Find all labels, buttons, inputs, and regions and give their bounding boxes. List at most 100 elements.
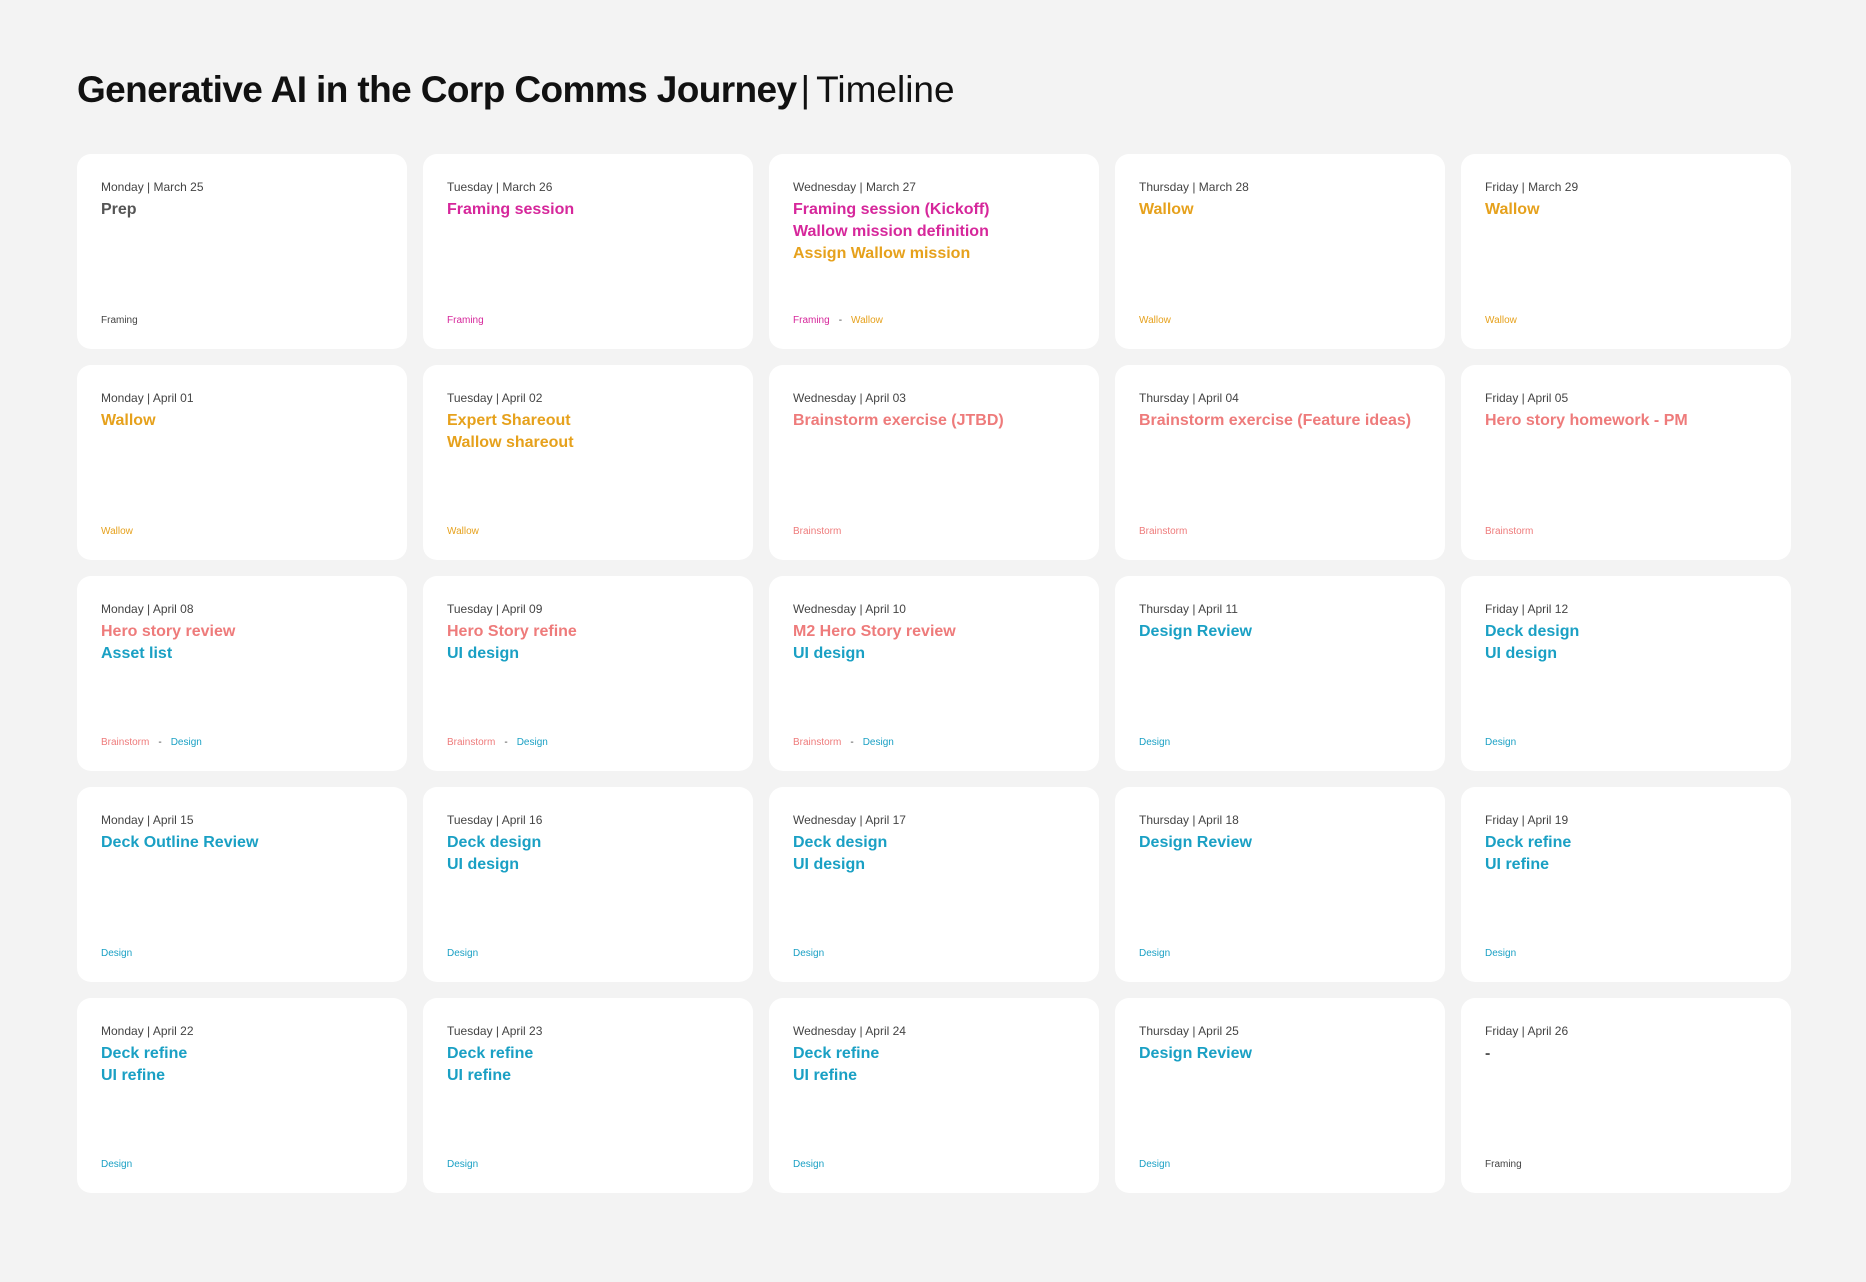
day-card-events: Deck refine UI refine: [447, 1043, 729, 1087]
day-card-date: Tuesday | April 23: [447, 1024, 543, 1038]
day-card[interactable]: Friday | April 05 Hero story homework - P…: [1461, 365, 1791, 560]
day-card[interactable]: Thursday | April 18 Design Review Design: [1115, 787, 1445, 982]
day-card-event: Brainstorm exercise (Feature ideas): [1139, 412, 1412, 429]
day-card-events: Hero Story refine UI design: [447, 621, 729, 665]
category-tag: Design: [1485, 737, 1517, 748]
day-card-events: Deck refine UI refine: [101, 1043, 383, 1087]
day-card-tags: Wallow: [447, 526, 479, 538]
category-tag: Brainstorm: [447, 737, 496, 748]
day-card-date: Wednesday | April 03: [793, 391, 906, 405]
day-card-date: Friday | March 29: [1485, 180, 1579, 194]
day-card-tags: Framing: [1485, 1159, 1522, 1171]
day-card-event: Wallow mission definition: [793, 223, 989, 240]
day-card[interactable]: Monday | April 08 Hero story review Asset …: [77, 576, 407, 771]
category-tag: Brainstorm: [101, 737, 150, 748]
day-card-event: UI refine: [1485, 856, 1550, 873]
day-card-event: Hero story homework - PM: [1485, 412, 1688, 429]
day-card-date: Wednesday | April 24: [793, 1024, 906, 1038]
day-card[interactable]: Wednesday | April 10 M2 Hero Story review…: [769, 576, 1099, 771]
day-card[interactable]: Tuesday | April 09 Hero Story refine UI de…: [423, 576, 753, 771]
category-tag: Design: [862, 737, 894, 748]
day-card-events: Hero story homework - PM: [1485, 410, 1767, 432]
day-card-tags: Brainstorm - Design: [447, 737, 548, 749]
day-card[interactable]: Thursday | April 25 Design Review Design: [1115, 998, 1445, 1193]
category-tag: Design: [1485, 948, 1517, 959]
timeline-grid: Monday | March 25 Prep Framing Tuesday | Ma…: [77, 154, 1791, 1193]
day-card[interactable]: Wednesday | March 27 Framing session (Kic…: [769, 154, 1099, 349]
day-card-event: Deck refine: [447, 1045, 534, 1062]
day-card-event: M2 Hero Story review: [793, 623, 956, 640]
category-tag: Brainstorm: [1139, 526, 1188, 537]
day-card-event: Wallow shareout: [447, 434, 574, 451]
day-card-event: UI refine: [101, 1067, 166, 1084]
day-card[interactable]: Friday | April 12 Deck design UI design Des…: [1461, 576, 1791, 771]
day-card-date: Thursday | April 25: [1139, 1024, 1239, 1038]
day-card-events: Deck refine UI refine: [1485, 832, 1767, 876]
day-card-tags: Design: [793, 948, 824, 960]
day-card-event: Design Review: [1139, 623, 1252, 640]
day-card[interactable]: Monday | April 22 Deck refine UI refine Des…: [77, 998, 407, 1193]
day-card[interactable]: Tuesday | March 26 Framing session Framing: [423, 154, 753, 349]
category-tag: Brainstorm: [793, 526, 842, 537]
day-card[interactable]: Monday | April 01 Wallow Wallow: [77, 365, 407, 560]
page-title: Generative AI in the Corp Comms Journey |…: [77, 66, 955, 114]
day-card-events: Framing session: [447, 199, 729, 221]
day-card-event: Assign Wallow mission: [793, 245, 971, 262]
page-title-separator: |: [800, 69, 811, 110]
day-card-date: Thursday | April 04: [1139, 391, 1239, 405]
day-card-tags: Design: [1485, 948, 1516, 960]
day-card-date: Thursday | March 28: [1139, 180, 1249, 194]
day-card-event: Hero Story refine: [447, 623, 577, 640]
day-card[interactable]: Thursday | March 28 Wallow Wallow: [1115, 154, 1445, 349]
day-card-event: UI refine: [793, 1067, 858, 1084]
category-tag: Design: [1139, 737, 1171, 748]
day-card-date: Monday | April 22: [101, 1024, 194, 1038]
day-card-events: Design Review: [1139, 621, 1421, 643]
day-card-event: Deck design: [793, 834, 888, 851]
day-card[interactable]: Tuesday | April 16 Deck design UI design De…: [423, 787, 753, 982]
day-card[interactable]: Tuesday | April 02 Expert Shareout Wallow …: [423, 365, 753, 560]
day-card[interactable]: Tuesday | April 23 Deck refine UI refine De…: [423, 998, 753, 1193]
day-card-tags: Framing - Wallow: [793, 315, 883, 327]
day-card[interactable]: Monday | April 15 Deck Outline Review Desi…: [77, 787, 407, 982]
day-card[interactable]: Monday | March 25 Prep Framing: [77, 154, 407, 349]
day-card-tags: Brainstorm - Design: [101, 737, 202, 749]
day-card-events: Expert Shareout Wallow shareout: [447, 410, 729, 454]
day-card-events: Deck Outline Review: [101, 832, 383, 854]
day-card-date: Monday | April 08: [101, 602, 194, 616]
day-card-event: Framing session: [447, 201, 575, 218]
category-tag: Design: [793, 1159, 825, 1170]
day-card-event: Wallow: [101, 412, 156, 429]
day-card[interactable]: Friday | April 26 - Framing: [1461, 998, 1791, 1193]
day-card-date: Monday | March 25: [101, 180, 204, 194]
category-tag: Design: [1139, 1159, 1171, 1170]
day-card-event: Framing session (Kickoff): [793, 201, 990, 218]
day-card-tags: Brainstorm: [793, 526, 841, 538]
day-card-tags: Wallow: [1139, 315, 1171, 327]
tag-separator: -: [158, 737, 162, 748]
day-card-events: Wallow: [1139, 199, 1421, 221]
day-card[interactable]: Friday | March 29 Wallow Wallow: [1461, 154, 1791, 349]
day-card-date: Wednesday | April 10: [793, 602, 906, 616]
day-card-events: Deck design UI design: [793, 832, 1075, 876]
day-card-date: Tuesday | March 26: [447, 180, 553, 194]
day-card[interactable]: Thursday | April 04 Brainstorm exercise (…: [1115, 365, 1445, 560]
day-card-events: Deck design UI design: [1485, 621, 1767, 665]
day-card-events: Deck design UI design: [447, 832, 729, 876]
day-card[interactable]: Wednesday | April 17 Deck design UI design…: [769, 787, 1099, 982]
day-card[interactable]: Friday | April 19 Deck refine UI refine Des…: [1461, 787, 1791, 982]
day-card[interactable]: Wednesday | April 03 Brainstorm exercise …: [769, 365, 1099, 560]
category-tag: Design: [101, 1159, 133, 1170]
day-card-tags: Design: [447, 1159, 478, 1171]
day-card-event: Deck refine: [101, 1045, 188, 1062]
day-card-tags: Brainstorm: [1485, 526, 1533, 538]
day-card-date: Friday | April 26: [1485, 1024, 1569, 1038]
day-card-tags: Design: [101, 948, 132, 960]
day-card-events: Wallow: [101, 410, 383, 432]
day-card-tags: Design: [1139, 948, 1170, 960]
day-card-tags: Framing: [101, 315, 138, 327]
day-card-tags: Design: [101, 1159, 132, 1171]
day-card-events: Wallow: [1485, 199, 1767, 221]
day-card[interactable]: Thursday | April 11 Design Review Design: [1115, 576, 1445, 771]
day-card[interactable]: Wednesday | April 24 Deck refine UI refine…: [769, 998, 1099, 1193]
